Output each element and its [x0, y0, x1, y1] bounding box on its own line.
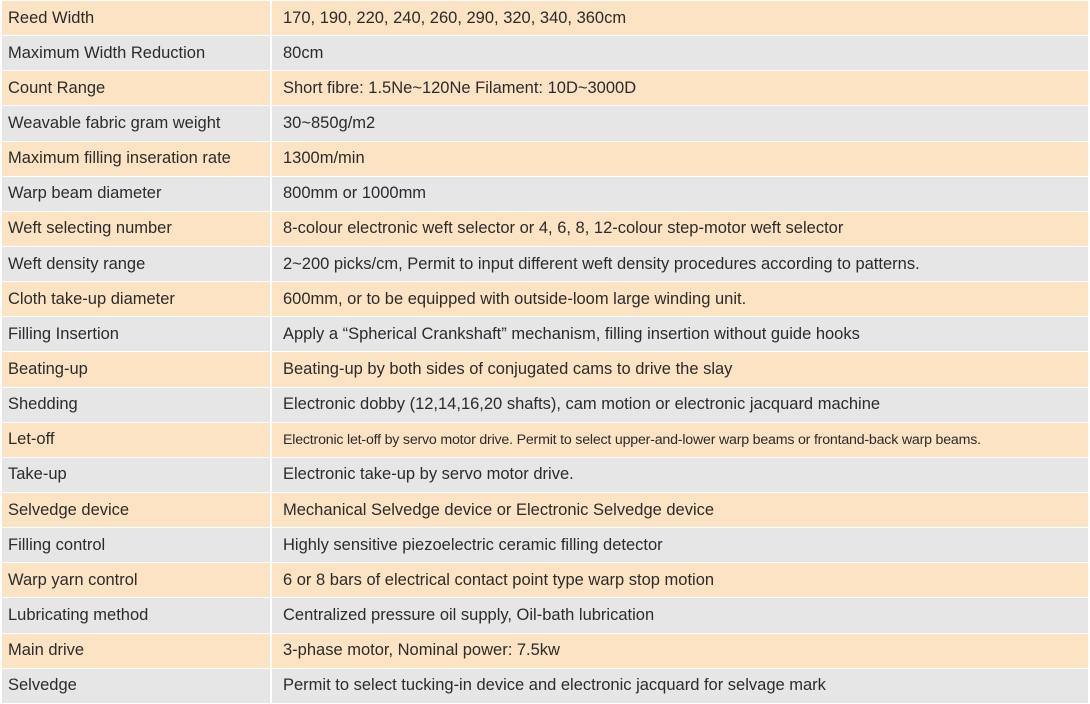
spec-label: Weft density range: [0, 245, 272, 283]
spec-value: Mechanical Selvedge device or Electronic…: [270, 491, 1090, 529]
table-row: Weft selecting number 8-colour electronic…: [0, 210, 1090, 247]
spec-label: Warp beam diameter: [0, 175, 272, 212]
table-row: Let-off Electronic let-off by servo motor…: [0, 421, 1090, 458]
spec-label: Weft selecting number: [0, 210, 272, 247]
spec-value: Highly sensitive piezoelectric ceramic f…: [270, 527, 1090, 564]
spec-value: 800mm or 1000mm: [270, 175, 1090, 212]
spec-label: Selvedge: [0, 667, 272, 704]
spec-value: Electronic let-off by servo motor drive.…: [270, 421, 1090, 458]
spec-value: 600mm, or to be equipped with outside-lo…: [270, 281, 1090, 318]
table-row: Maximum filling inseration rate 1300m/min: [0, 140, 1090, 177]
table-row: Selvedge device Mechanical Selvedge devic…: [0, 491, 1090, 529]
table-row: Cloth take-up diameter 600mm, or to be eq…: [0, 281, 1090, 318]
spec-label: Warp yarn control: [0, 562, 272, 599]
spec-value: 80cm: [270, 35, 1090, 72]
spec-value: Electronic dobby (12,14,16,20 shafts), c…: [270, 386, 1090, 423]
spec-label: Cloth take-up diameter: [0, 281, 272, 318]
spec-label: Filling control: [0, 527, 272, 564]
spec-value: Beating-up by both sides of conjugated c…: [270, 351, 1090, 388]
spec-label: Count Range: [0, 70, 272, 107]
spec-value: Electronic take-up by servo motor drive.: [270, 456, 1090, 493]
spec-value: 3-phase motor, Nominal power: 7.5kw: [270, 632, 1090, 669]
table-row: Beating-up Beating-up by both sides of co…: [0, 351, 1090, 388]
table-row: Warp beam diameter 800mm or 1000mm: [0, 175, 1090, 212]
spec-label: Beating-up: [0, 351, 272, 388]
table-row: Weavable fabric gram weight 30~850g/m2: [0, 105, 1090, 142]
table-row: Count Range Short fibre: 1.5Ne~120Ne Fila…: [0, 70, 1090, 107]
spec-value: 6 or 8 bars of electrical contact point …: [270, 562, 1090, 599]
spec-value: Centralized pressure oil supply, Oil-bat…: [270, 597, 1090, 634]
table-row: Lubricating method Centralized pressure o…: [0, 597, 1090, 634]
spec-value: 2~200 picks/cm, Permit to input differen…: [270, 245, 1090, 283]
spec-value: 1300m/min: [270, 140, 1090, 177]
table-row: Filling control Highly sensitive piezoele…: [0, 527, 1090, 564]
table-row: Main drive 3-phase motor, Nominal power: …: [0, 632, 1090, 669]
spec-label: Filling Insertion: [0, 316, 272, 353]
spec-label: Selvedge device: [0, 491, 272, 529]
table-row: Take-up Electronic take-up by servo motor…: [0, 456, 1090, 493]
spec-label: Let-off: [0, 421, 272, 458]
spec-label: Maximum Width Reduction: [0, 35, 272, 72]
spec-value: Short fibre: 1.5Ne~120Ne Filament: 10D~3…: [270, 70, 1090, 107]
spec-value: 30~850g/m2: [270, 105, 1090, 142]
spec-label: Take-up: [0, 456, 272, 493]
spec-value: 170, 190, 220, 240, 260, 290, 320, 340, …: [270, 0, 1090, 37]
spec-label: Weavable fabric gram weight: [0, 105, 272, 142]
spec-label: Maximum filling inseration rate: [0, 140, 272, 177]
table-row: Filling Insertion Apply a “Spherical Cran…: [0, 316, 1090, 353]
table-row: Shedding Electronic dobby (12,14,16,20 sh…: [0, 386, 1090, 423]
spec-value: Apply a “Spherical Crankshaft” mechanism…: [270, 316, 1090, 353]
table-row: Selvedge Permit to select tucking-in devi…: [0, 667, 1090, 704]
spec-label: Shedding: [0, 386, 272, 423]
spec-label: Main drive: [0, 632, 272, 669]
table-row: Warp yarn control 6 or 8 bars of electric…: [0, 562, 1090, 599]
spec-label: Reed Width: [0, 0, 272, 37]
table-row: Maximum Width Reduction 80cm: [0, 35, 1090, 72]
spec-label: Lubricating method: [0, 597, 272, 634]
spec-value: Permit to select tucking-in device and e…: [270, 667, 1090, 704]
table-row: Reed Width 170, 190, 220, 240, 260, 290, …: [0, 0, 1090, 37]
table-row: Weft density range 2~200 picks/cm, Permit…: [0, 245, 1090, 283]
spec-value: 8-colour electronic weft selector or 4, …: [270, 210, 1090, 247]
